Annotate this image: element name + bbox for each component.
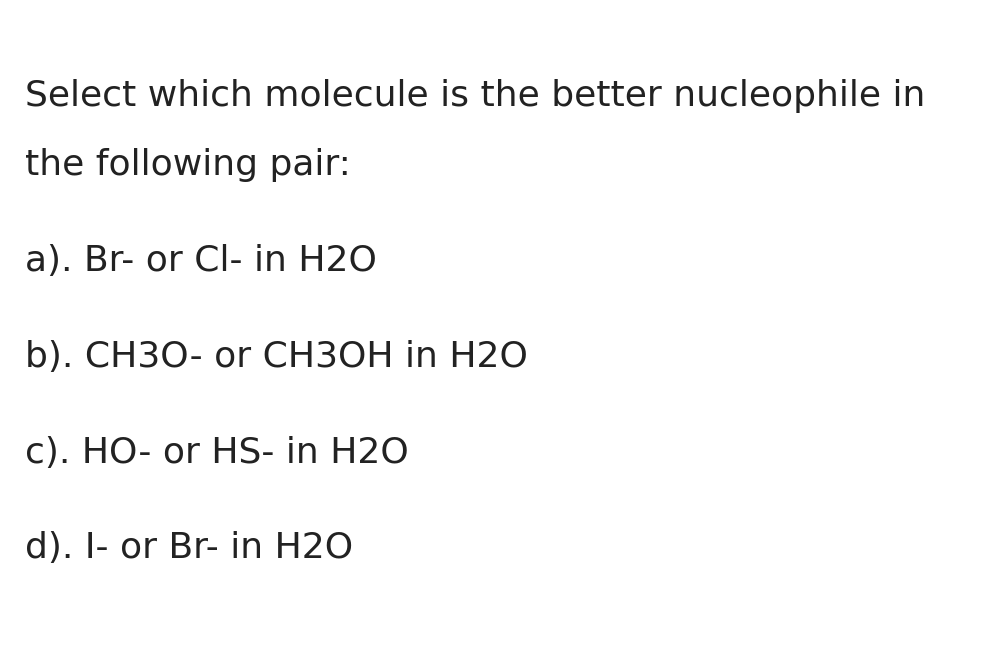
Text: a). Br- or Cl- in H2O: a). Br- or Cl- in H2O (25, 244, 377, 279)
Text: b). CH3O- or CH3OH in H2O: b). CH3O- or CH3OH in H2O (25, 340, 528, 374)
Text: d). I- or Br- in H2O: d). I- or Br- in H2O (25, 531, 353, 566)
Text: Select which molecule is the better nucleophile in: Select which molecule is the better nucl… (25, 79, 926, 114)
Text: c). HO- or HS- in H2O: c). HO- or HS- in H2O (25, 436, 409, 470)
Text: the following pair:: the following pair: (25, 148, 351, 183)
